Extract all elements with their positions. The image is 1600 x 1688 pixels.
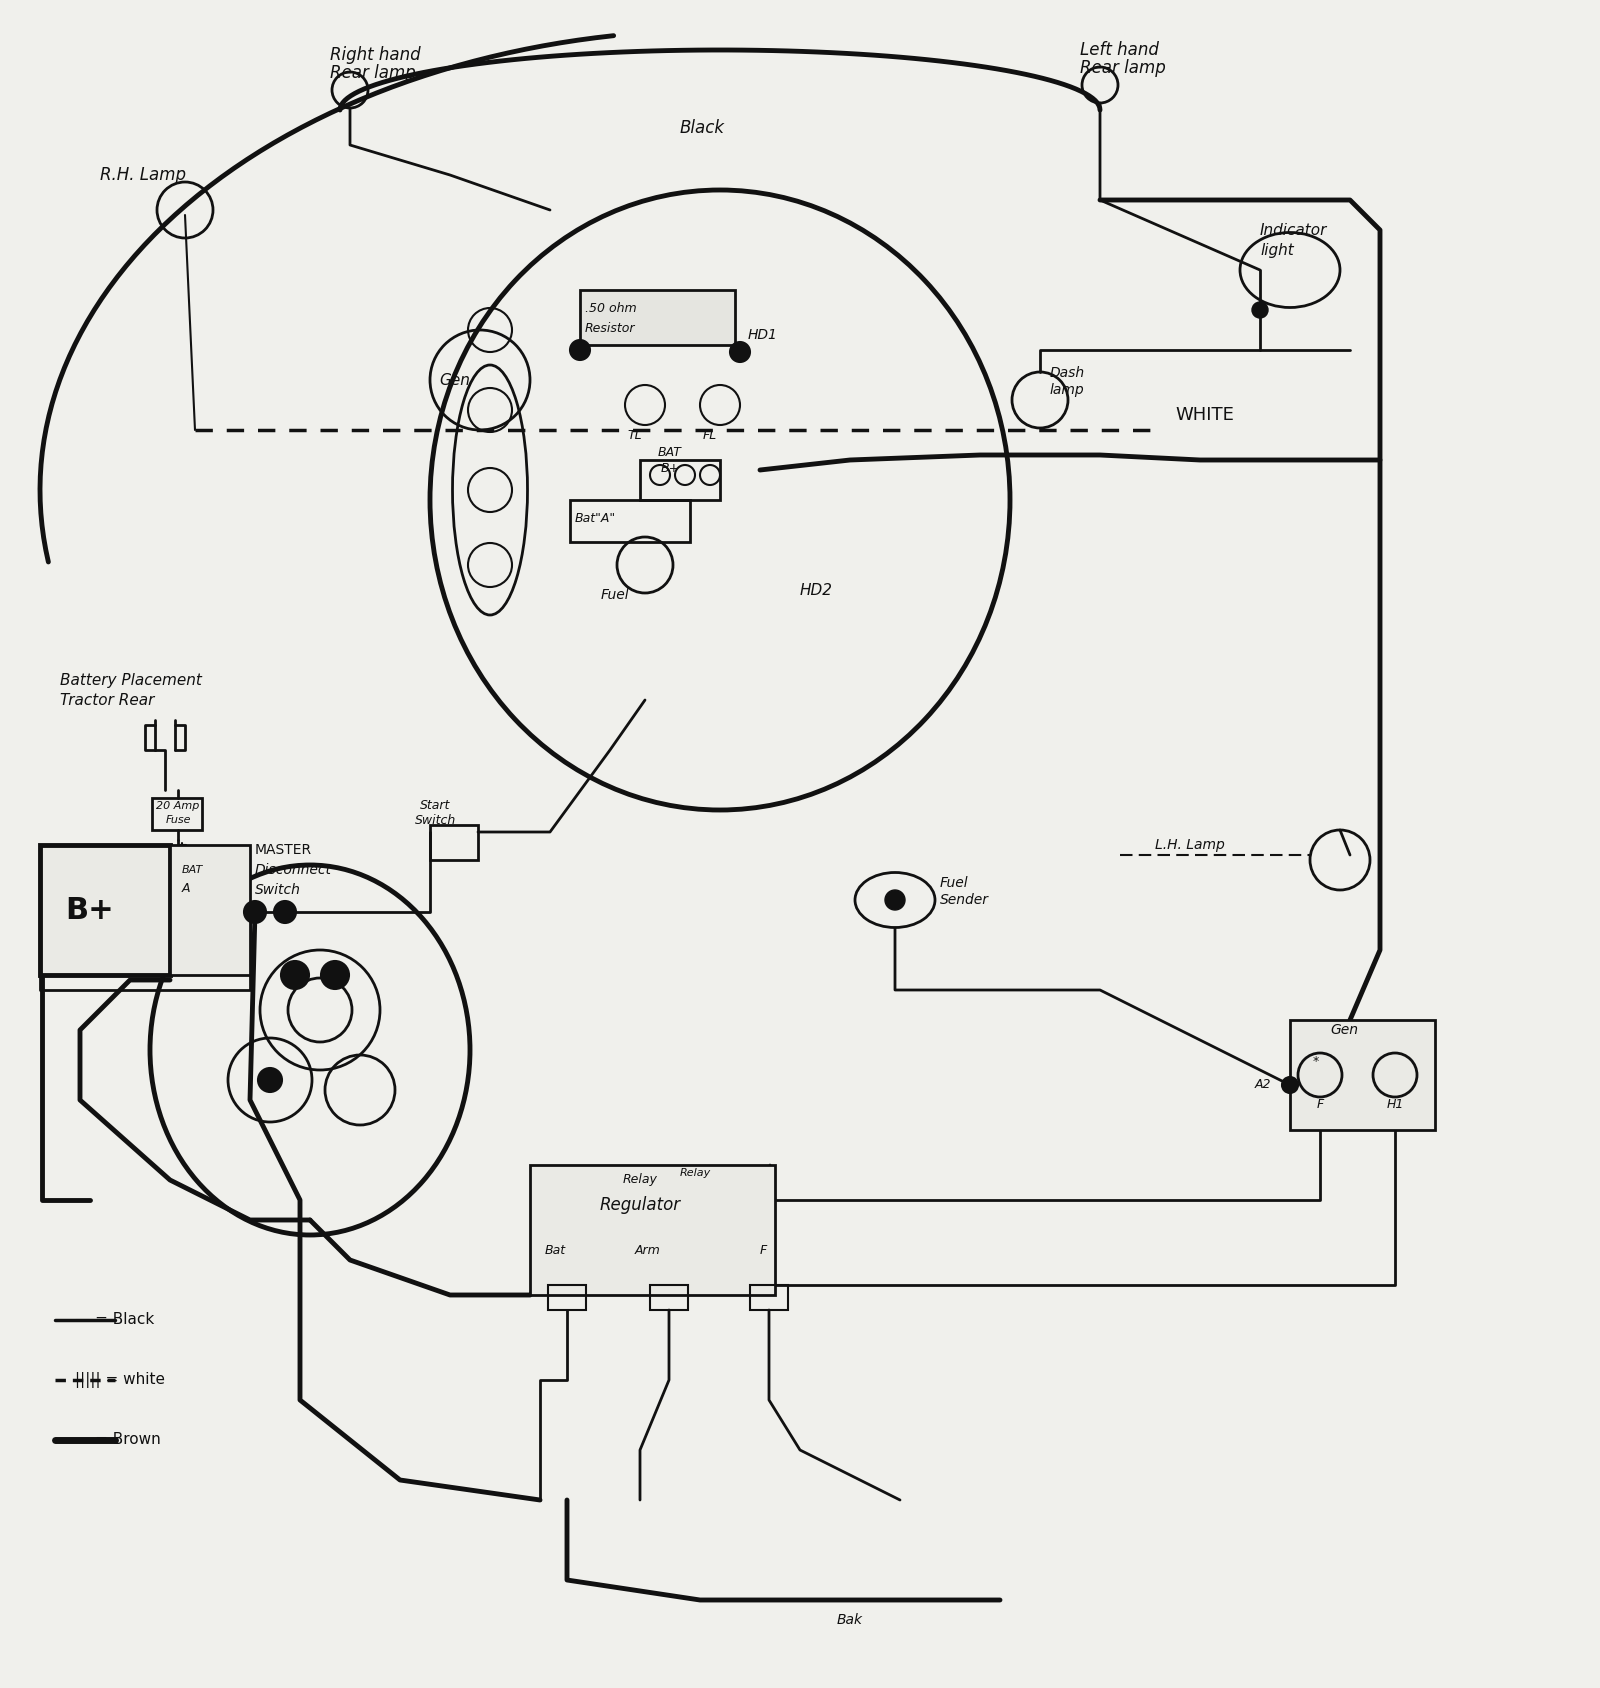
- Text: Regulator: Regulator: [600, 1197, 680, 1214]
- Text: Gen: Gen: [440, 373, 470, 388]
- Text: Rear lamp: Rear lamp: [1080, 59, 1166, 78]
- Text: Relay: Relay: [622, 1173, 658, 1187]
- Text: BAT: BAT: [658, 446, 682, 459]
- Text: F: F: [760, 1244, 768, 1256]
- Text: A2: A2: [1254, 1079, 1272, 1092]
- Text: Disconnect: Disconnect: [254, 863, 333, 878]
- Circle shape: [1251, 302, 1267, 317]
- Text: A: A: [182, 881, 190, 895]
- Circle shape: [570, 339, 590, 360]
- Text: Rear lamp: Rear lamp: [330, 64, 416, 83]
- Bar: [1290, 1020, 1435, 1129]
- Text: L.H. Lamp: L.H. Lamp: [1155, 837, 1224, 852]
- Text: ||||| = white: ||||| = white: [75, 1372, 165, 1388]
- Circle shape: [274, 901, 296, 923]
- Text: Left hand: Left hand: [1080, 41, 1158, 59]
- Bar: [650, 1285, 688, 1310]
- Text: Tractor Rear: Tractor Rear: [61, 692, 154, 707]
- Text: WHITE: WHITE: [1174, 407, 1234, 424]
- Bar: [430, 825, 478, 859]
- Circle shape: [282, 960, 309, 989]
- Text: Relay: Relay: [680, 1168, 712, 1178]
- Text: Arm: Arm: [635, 1244, 661, 1256]
- Text: B+: B+: [661, 461, 680, 474]
- Bar: [570, 500, 690, 542]
- Text: BAT: BAT: [182, 864, 203, 874]
- Text: HD2: HD2: [800, 582, 834, 598]
- Text: HD1: HD1: [749, 327, 778, 343]
- Circle shape: [885, 890, 906, 910]
- Bar: [530, 1165, 774, 1295]
- Bar: [640, 461, 720, 500]
- Text: Bat: Bat: [546, 1244, 566, 1256]
- Text: Resistor: Resistor: [586, 321, 635, 334]
- Text: Fuel: Fuel: [941, 876, 968, 890]
- Text: Switch: Switch: [414, 814, 456, 827]
- Text: .50 ohm: .50 ohm: [586, 302, 637, 314]
- Text: Start: Start: [421, 798, 450, 812]
- Text: F: F: [1317, 1099, 1323, 1111]
- Bar: [549, 1285, 586, 1310]
- Circle shape: [322, 960, 349, 989]
- Text: R.H. Lamp: R.H. Lamp: [101, 165, 186, 184]
- Text: 20 Amp: 20 Amp: [157, 802, 200, 810]
- Circle shape: [1282, 1077, 1298, 1094]
- Text: Right hand: Right hand: [330, 46, 421, 64]
- Circle shape: [258, 1069, 282, 1092]
- Text: B+: B+: [66, 896, 114, 925]
- Text: *: *: [1314, 1055, 1320, 1069]
- Text: Gen: Gen: [1330, 1023, 1358, 1036]
- Text: Fuel: Fuel: [600, 587, 629, 603]
- Text: Bat"A": Bat"A": [574, 511, 616, 525]
- Text: light: light: [1261, 243, 1294, 258]
- Circle shape: [245, 901, 266, 923]
- Circle shape: [730, 343, 750, 361]
- Text: Fuse: Fuse: [165, 815, 190, 825]
- Bar: [750, 1285, 789, 1310]
- Text: Dash: Dash: [1050, 366, 1085, 380]
- Bar: [40, 846, 170, 976]
- Text: Indicator: Indicator: [1261, 223, 1328, 238]
- Bar: [152, 798, 202, 830]
- Text: — = Black: — = Black: [75, 1313, 154, 1327]
- Text: Battery Placement: Battery Placement: [61, 672, 202, 687]
- Text: Bak: Bak: [837, 1614, 862, 1627]
- Text: Black: Black: [680, 118, 725, 137]
- Text: Switch: Switch: [254, 883, 301, 896]
- Text: — = Brown: — = Brown: [75, 1433, 160, 1448]
- Bar: [170, 846, 250, 976]
- Text: FL: FL: [702, 429, 717, 442]
- Text: TL: TL: [627, 429, 642, 442]
- Text: lamp: lamp: [1050, 383, 1085, 397]
- Text: MASTER: MASTER: [254, 842, 312, 858]
- Text: Sender: Sender: [941, 893, 989, 906]
- Bar: [581, 290, 734, 344]
- Text: H1: H1: [1386, 1099, 1403, 1111]
